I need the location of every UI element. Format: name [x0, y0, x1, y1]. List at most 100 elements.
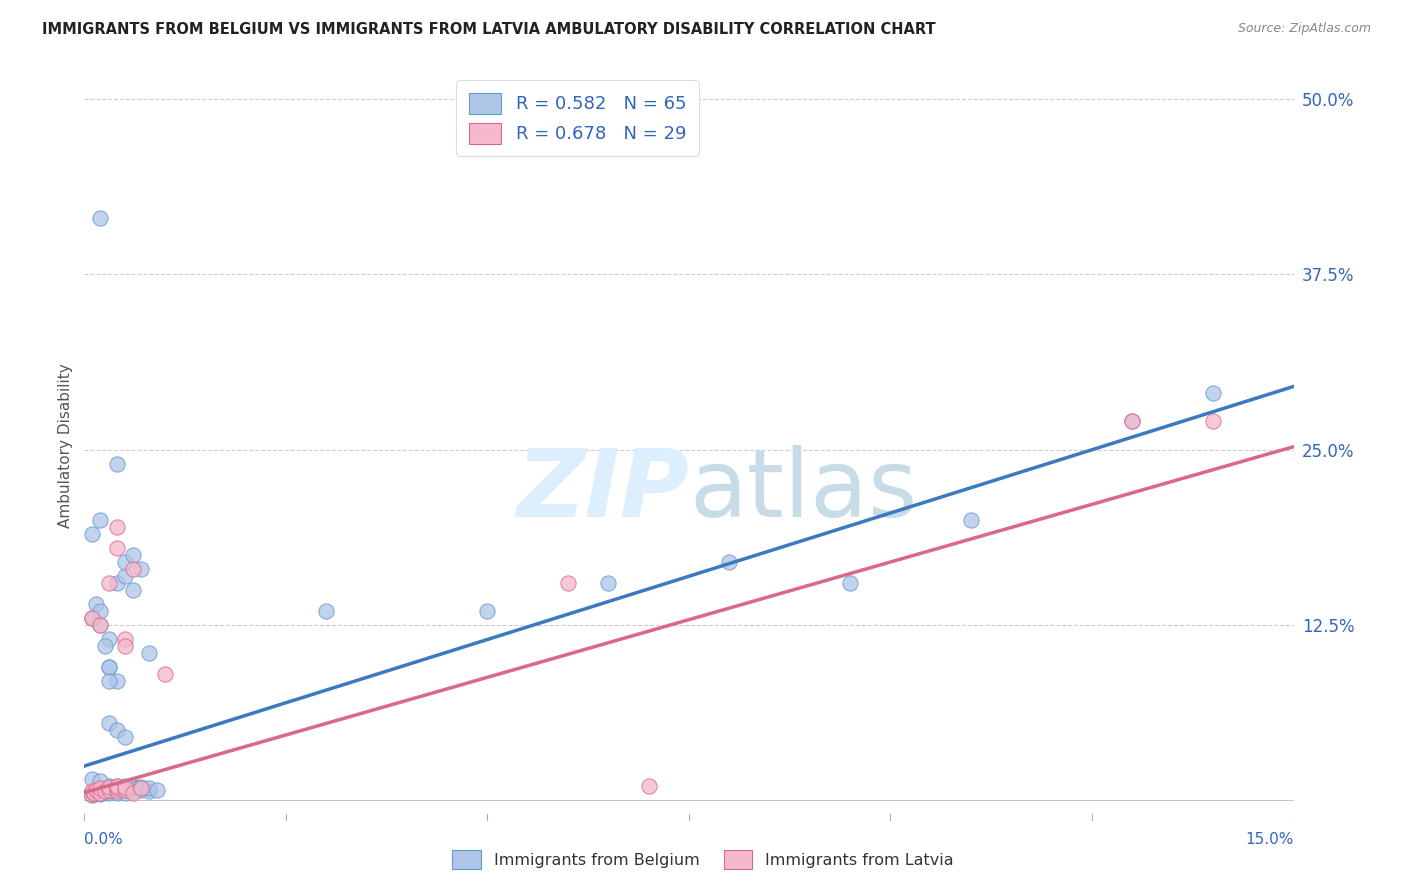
Text: 15.0%: 15.0% [1246, 832, 1294, 847]
Point [97, 659, 120, 673]
Point [121, 582, 143, 597]
Point [82, 610, 104, 624]
Point [114, 639, 136, 653]
Point [114, 730, 136, 744]
Point [315, 603, 337, 617]
Point [82, 526, 104, 541]
Point [121, 548, 143, 562]
Legend: Immigrants from Belgium, Immigrants from Latvia: Immigrants from Belgium, Immigrants from… [446, 844, 960, 875]
Point [1121, 415, 1143, 429]
Point [105, 779, 128, 793]
Point [114, 632, 136, 646]
Point [1202, 386, 1225, 401]
Point [97, 779, 120, 793]
Point [110, 782, 132, 797]
Point [114, 780, 136, 794]
Point [89, 781, 111, 796]
Point [89, 617, 111, 632]
Point [101, 781, 124, 796]
Point [121, 784, 143, 798]
Point [114, 786, 136, 800]
Point [91, 786, 114, 800]
Point [89, 774, 111, 789]
Point [82, 784, 104, 798]
Point [80, 787, 103, 801]
Point [86, 784, 108, 798]
Point [105, 723, 128, 737]
Point [138, 784, 160, 798]
Point [114, 782, 136, 797]
Point [105, 782, 128, 797]
Point [93, 782, 115, 797]
Point [89, 784, 111, 798]
Point [1121, 415, 1143, 429]
Point [89, 617, 111, 632]
Point [97, 782, 120, 797]
Point [121, 780, 143, 794]
Point [129, 561, 152, 575]
Point [129, 782, 152, 797]
Point [86, 782, 108, 797]
Point [82, 772, 104, 786]
Point [86, 597, 108, 611]
Point [121, 786, 143, 800]
Point [129, 780, 152, 794]
Point [129, 781, 152, 796]
Point [477, 603, 499, 617]
Point [839, 575, 862, 590]
Point [125, 781, 148, 796]
Point [93, 784, 115, 798]
Y-axis label: Ambulatory Disability: Ambulatory Disability [58, 364, 73, 528]
Point [89, 211, 111, 226]
Text: Source: ZipAtlas.com: Source: ZipAtlas.com [1237, 22, 1371, 36]
Point [98, 784, 121, 798]
Point [114, 568, 136, 582]
Point [105, 541, 128, 555]
Point [105, 786, 128, 800]
Point [105, 779, 128, 793]
Text: ZIP: ZIP [516, 445, 689, 537]
Point [105, 457, 128, 471]
Point [960, 512, 983, 526]
Point [153, 666, 176, 681]
Point [83, 787, 105, 801]
Point [598, 575, 620, 590]
Point [82, 789, 104, 803]
Point [105, 673, 128, 688]
Point [97, 780, 120, 794]
Point [121, 779, 143, 793]
Point [89, 781, 111, 796]
Point [89, 603, 111, 617]
Point [105, 784, 128, 798]
Point [121, 561, 143, 575]
Point [89, 786, 111, 800]
Point [97, 632, 120, 646]
Point [97, 780, 120, 794]
Point [89, 787, 111, 801]
Point [146, 782, 169, 797]
Legend: R = 0.582   N = 65, R = 0.678   N = 29: R = 0.582 N = 65, R = 0.678 N = 29 [456, 80, 699, 156]
Point [80, 786, 103, 800]
Point [82, 610, 104, 624]
Point [114, 555, 136, 569]
Point [97, 715, 120, 730]
Point [138, 781, 160, 796]
Point [557, 575, 579, 590]
Point [97, 673, 120, 688]
Point [105, 781, 128, 796]
Point [637, 779, 659, 793]
Point [114, 781, 136, 796]
Point [83, 786, 105, 800]
Point [105, 519, 128, 533]
Text: 0.0%: 0.0% [84, 832, 124, 847]
Point [97, 786, 120, 800]
Point [114, 779, 136, 793]
Point [97, 659, 120, 673]
Point [93, 639, 115, 653]
Point [718, 555, 741, 569]
Point [105, 575, 128, 590]
Text: IMMIGRANTS FROM BELGIUM VS IMMIGRANTS FROM LATVIA AMBULATORY DISABILITY CORRELAT: IMMIGRANTS FROM BELGIUM VS IMMIGRANTS FR… [42, 22, 936, 37]
Point [138, 646, 160, 660]
Point [97, 782, 120, 797]
Point [97, 575, 120, 590]
